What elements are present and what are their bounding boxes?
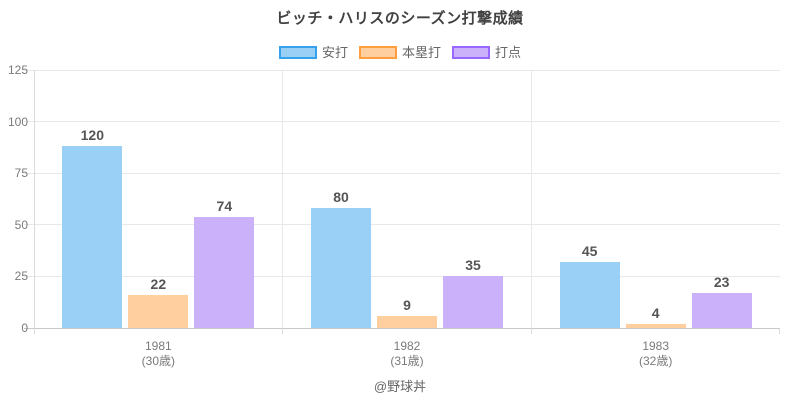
legend-swatch-icon xyxy=(452,45,490,59)
bar-安打-1982[interactable] xyxy=(311,208,371,328)
gridline-horizontal xyxy=(24,275,780,277)
y-tick-label: 75 xyxy=(14,166,28,181)
chart-legend: 安打 本塁打 打点 xyxy=(0,44,800,60)
legend-swatch-icon xyxy=(358,45,397,59)
bar-wrap: 74 xyxy=(194,197,255,328)
y-tick-label: 50 xyxy=(14,217,28,232)
legend-label: 安打 xyxy=(321,44,348,60)
bar-wrap: 120 xyxy=(62,127,123,328)
y-axis-line xyxy=(34,70,35,334)
bar-value-label: 35 xyxy=(465,257,481,274)
bar-value-label: 4 xyxy=(651,304,660,321)
gridline-vertical xyxy=(530,70,532,328)
footer-credit: @野球丼 xyxy=(373,379,427,394)
bar-value-label: 74 xyxy=(216,197,233,214)
x-tick-label-1981: 1981 (30歳) xyxy=(34,339,283,369)
y-tick-label: 100 xyxy=(7,114,28,129)
x-tick-age: (30歳) xyxy=(141,354,175,368)
bar-安打-1983[interactable] xyxy=(559,261,620,328)
bar-wrap: 35 xyxy=(443,258,503,328)
legend-item-series-2[interactable]: 打点 xyxy=(452,45,521,60)
bar-groups: 120 22 74 80 9 35 45 4 23 xyxy=(34,70,780,328)
bar-打点-1982[interactable] xyxy=(443,276,503,328)
bar-打点-1983[interactable] xyxy=(691,292,752,328)
x-axis-tick xyxy=(282,328,284,334)
bar-value-label: 23 xyxy=(713,273,730,290)
bar-wrap: 4 xyxy=(625,304,686,328)
bar-wrap: 23 xyxy=(691,273,752,328)
x-axis-labels: 1981 (30歳) 1982 (31歳) 1983 (32歳) xyxy=(34,339,780,369)
x-tick-label-1982: 1982 (31歳) xyxy=(283,339,532,369)
gridline-horizontal xyxy=(24,172,780,174)
bar-value-label: 45 xyxy=(581,242,598,259)
x-tick-year: 1981 xyxy=(144,339,172,353)
bar-wrap: 80 xyxy=(311,190,371,328)
x-tick-year: 1982 xyxy=(393,339,421,353)
bar-group-1982: 80 9 35 xyxy=(283,70,532,328)
bar-value-label: 22 xyxy=(150,275,167,292)
legend-item-series-1[interactable]: 本塁打 xyxy=(358,44,441,60)
chart-title: ビッチ・ハリスのシーズン打撃成績 xyxy=(276,10,524,27)
x-axis-tick xyxy=(530,328,532,334)
gridline-horizontal xyxy=(24,121,780,123)
bar-value-label: 80 xyxy=(333,189,349,206)
bar-本塁打-1983[interactable] xyxy=(625,323,686,328)
x-axis-baseline xyxy=(24,327,780,329)
y-tick-label: 125 xyxy=(7,63,28,77)
bar-wrap: 9 xyxy=(377,298,437,328)
y-tick-label: 0 xyxy=(21,321,28,335)
gridline-horizontal xyxy=(24,69,780,71)
legend-label: 本塁打 xyxy=(401,44,441,60)
legend-label: 打点 xyxy=(495,44,522,60)
bar-value-label: 9 xyxy=(403,296,411,313)
gridline-horizontal xyxy=(24,224,780,226)
bar-本塁打-1982[interactable] xyxy=(377,315,437,328)
x-tick-label-1983: 1983 (32歳) xyxy=(531,339,780,369)
plot-area: 0 25 50 75 100 125 120 22 74 80 9 35 45 4 23 xyxy=(8,63,780,335)
legend-swatch-icon xyxy=(278,45,317,59)
bar-打点-1981[interactable] xyxy=(194,216,255,328)
x-axis-tick xyxy=(778,328,780,334)
bar-value-label: 120 xyxy=(80,127,104,144)
y-tick-label: 25 xyxy=(14,269,28,284)
x-tick-year: 1983 xyxy=(642,339,670,353)
legend-item-series-0[interactable]: 安打 xyxy=(278,44,348,60)
bar-group-1981: 120 22 74 xyxy=(34,70,283,328)
bar-group-1983: 45 4 23 xyxy=(531,70,780,328)
gridline-vertical xyxy=(282,70,284,328)
bar-安打-1981[interactable] xyxy=(62,146,123,328)
x-tick-age: (32歳) xyxy=(639,354,673,368)
bar-本塁打-1981[interactable] xyxy=(128,294,189,328)
bar-wrap: 45 xyxy=(559,242,620,328)
x-tick-age: (31歳) xyxy=(390,354,424,368)
bar-wrap: 22 xyxy=(128,275,189,328)
